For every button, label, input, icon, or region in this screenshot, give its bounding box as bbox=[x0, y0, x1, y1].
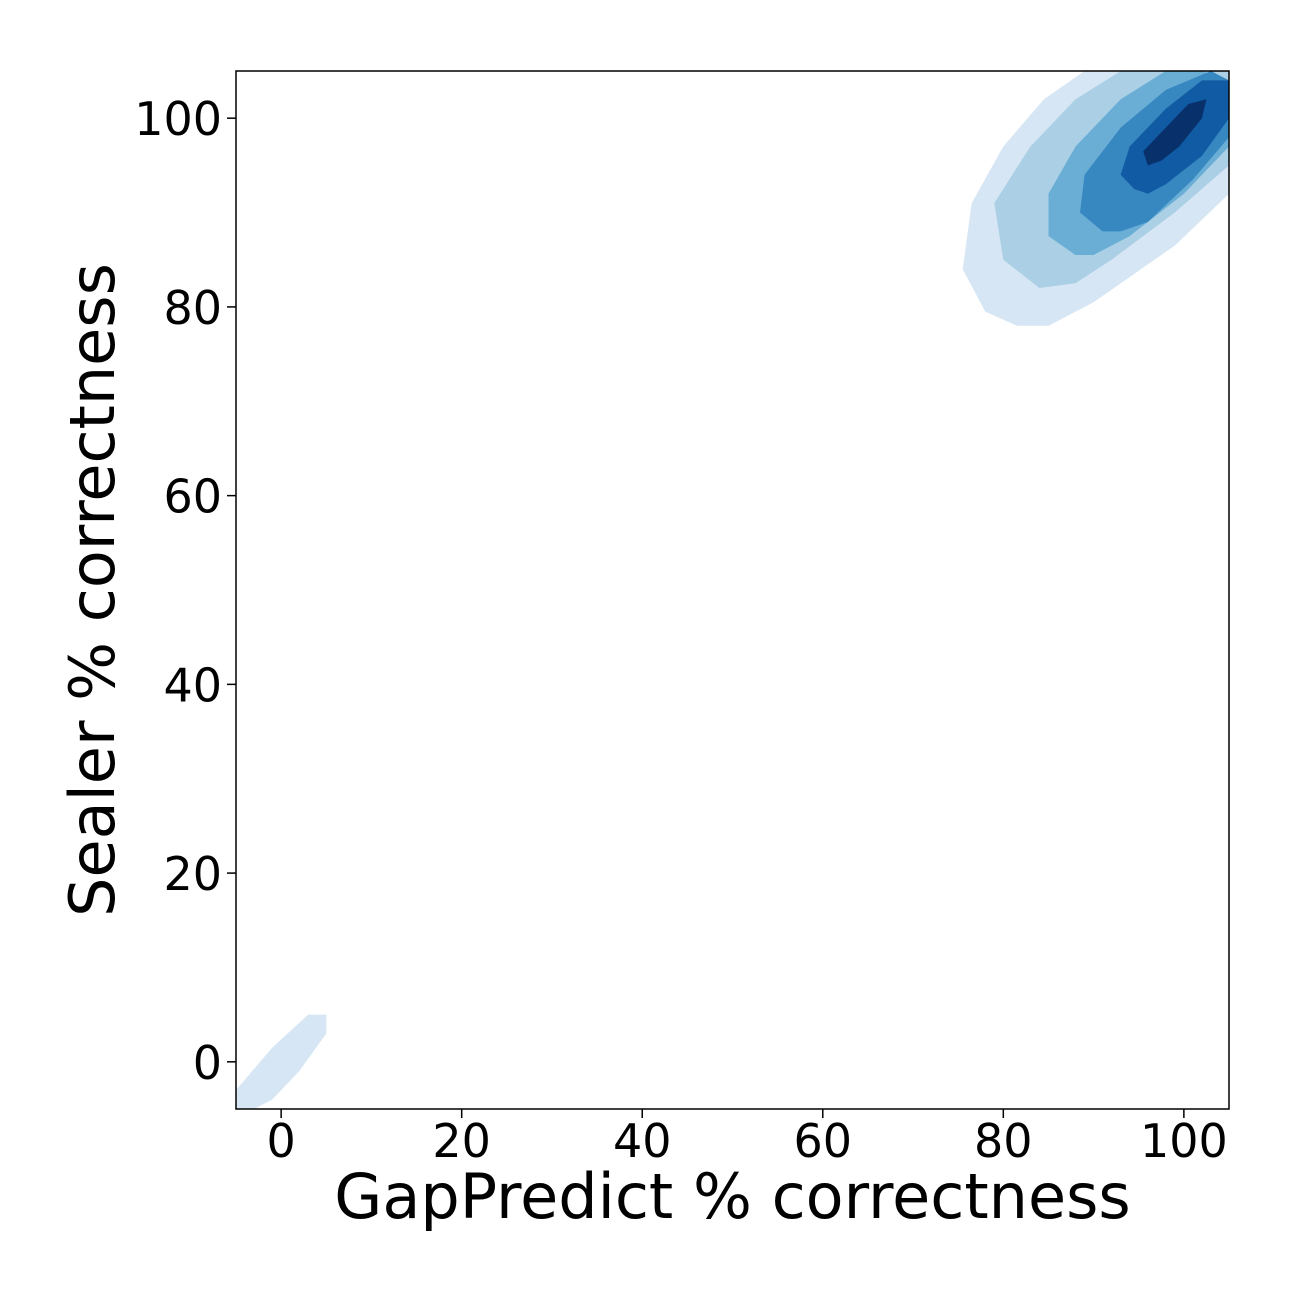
contour-layer bbox=[236, 71, 1229, 1109]
x-axis-label: GapPredict % correctness bbox=[334, 1160, 1130, 1233]
x-tick-label: 40 bbox=[613, 1114, 672, 1168]
x-axis-ticks: 0 20 40 60 80 100 bbox=[266, 1109, 1228, 1168]
x-tick-label: 0 bbox=[266, 1114, 295, 1168]
y-axis-ticks: 0 20 40 60 80 100 bbox=[134, 92, 236, 1090]
y-tick-label: 100 bbox=[134, 92, 222, 146]
plot-area-frame bbox=[235, 70, 1230, 1110]
contour-region-level-1 bbox=[236, 1014, 327, 1109]
x-tick-label: 80 bbox=[974, 1114, 1033, 1168]
x-tick-label: 60 bbox=[793, 1114, 852, 1168]
y-axis-label: Sealer % correctness bbox=[56, 263, 129, 917]
x-tick-label: 100 bbox=[1140, 1114, 1228, 1168]
y-tick-label: 60 bbox=[163, 470, 222, 524]
y-tick-label: 80 bbox=[163, 281, 222, 335]
y-tick-label: 20 bbox=[163, 847, 222, 901]
y-tick-label: 0 bbox=[193, 1036, 222, 1090]
x-tick-label: 20 bbox=[432, 1114, 491, 1168]
y-tick-label: 40 bbox=[163, 658, 222, 712]
contour-region-level-6 bbox=[1143, 99, 1207, 166]
